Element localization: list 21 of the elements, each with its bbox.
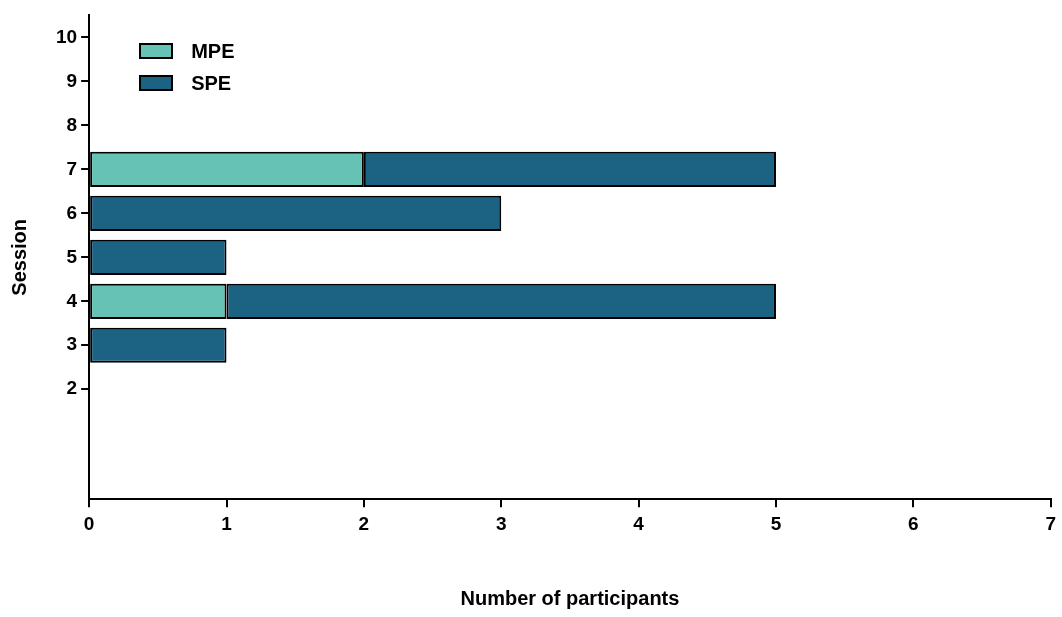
x-axis-title: Number of participants <box>460 586 680 609</box>
x-tick-label: 2 <box>358 512 370 534</box>
y-tick-label: 3 <box>66 333 78 355</box>
legend-label: SPE <box>191 71 232 95</box>
y-axis-title: Session <box>7 218 30 296</box>
x-tick-label: 3 <box>495 512 507 534</box>
x-tick-label: 5 <box>770 512 782 534</box>
y-tick-label: 10 <box>55 25 78 47</box>
y-tick-label: 6 <box>66 201 78 223</box>
y-tick-label: 9 <box>66 69 78 91</box>
x-tick-label: 0 <box>83 512 95 534</box>
y-tick-label: 8 <box>66 113 78 135</box>
legend-label: MPE <box>191 39 235 63</box>
x-tick-label: 4 <box>633 512 645 534</box>
x-tick-label: 6 <box>908 512 919 534</box>
x-tick-label: 1 <box>221 512 233 534</box>
y-tick-label: 5 <box>66 245 78 267</box>
y-tick-label: 7 <box>66 157 78 179</box>
y-tick-label: 2 <box>66 377 78 399</box>
x-tick-label: 7 <box>1045 512 1057 534</box>
y-tick-label: 4 <box>66 289 78 311</box>
